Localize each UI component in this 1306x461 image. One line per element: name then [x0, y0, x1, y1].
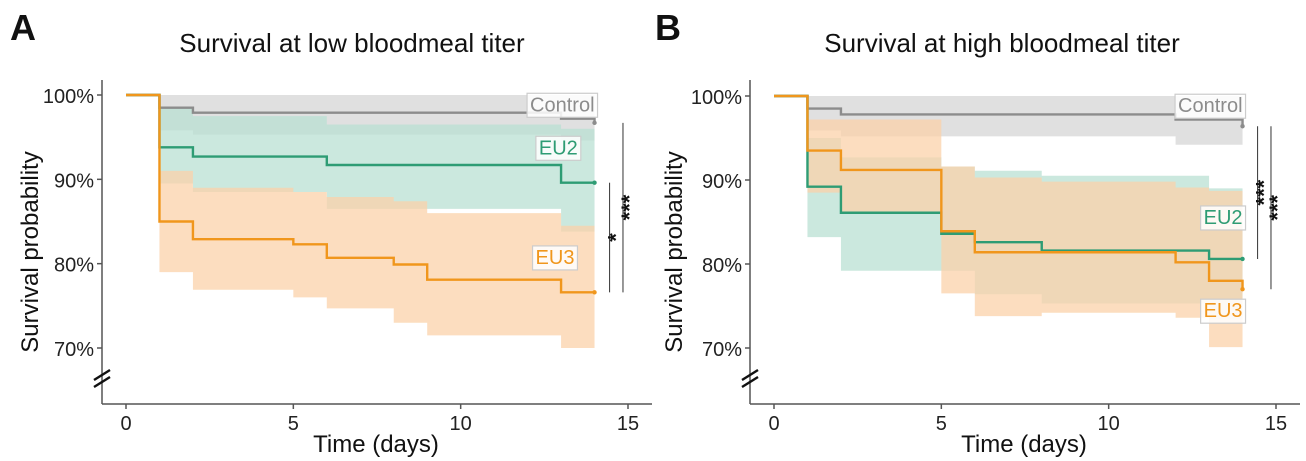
survival-curve-eu3-a — [126, 93, 595, 294]
y-tick-label-70-b: 70% — [702, 339, 742, 361]
survival-curve-eu3-b — [774, 94, 1244, 290]
panel-b: B Survival at high bloodmeal titer Survi… — [655, 7, 1300, 458]
end-marker-control-a — [592, 120, 597, 126]
chart-title-a: Survival at low bloodmeal titer — [179, 28, 525, 58]
ci-band-eu3-a — [126, 95, 595, 348]
y-tick-label-100-b: 100% — [691, 87, 742, 109]
end-marker-eu2-b — [1240, 256, 1245, 262]
series-label-eu3-b: EU3 — [1204, 300, 1243, 322]
series-label-eu3-a: EU3 — [536, 247, 575, 269]
end-marker-eu2-a — [592, 180, 597, 185]
x-tick-label-15-b: 15 — [1265, 413, 1287, 435]
series-label-control-b: Control — [1178, 95, 1242, 117]
y-tick-label-70-a: 70% — [54, 339, 94, 361]
series-label-eu2-a: EU2 — [539, 137, 578, 159]
series-label-box-control-a — [526, 92, 599, 118]
x-tick-label-10-b: 10 — [1098, 413, 1120, 435]
significance-label-2-a: *** — [617, 194, 642, 220]
survival-curve-eu2-b — [774, 94, 1243, 261]
axis-break-mark-2-a — [93, 375, 111, 389]
series-label-eu2-b: EU2 — [1204, 207, 1243, 229]
x-tick-label-5-a: 5 — [288, 413, 299, 435]
significance-label-2-b: *** — [1265, 194, 1290, 220]
panel-a: A Survival at low bloodmeal titer Surviv… — [10, 7, 652, 458]
y-tick-label-90-a: 90% — [54, 170, 94, 192]
x-axis-label-b: Time (days) — [961, 431, 1087, 458]
ci-band-eu3-b — [774, 96, 1243, 348]
series-label-box-control-b — [1174, 93, 1247, 119]
series-label-box-eu2-b — [1200, 205, 1247, 231]
series-label-control-a: Control — [530, 94, 594, 116]
x-axis-label-a: Time (days) — [313, 431, 439, 458]
significance-label-1-b: *** — [1252, 179, 1277, 205]
series-label-box-eu3-b — [1200, 298, 1247, 324]
y-axis-label-b: Survival probability — [661, 151, 688, 352]
y-tick-label-100-a: 100% — [43, 86, 94, 108]
y-tick-label-80-b: 80% — [702, 255, 742, 277]
y-tick-label-90-b: 90% — [702, 171, 742, 193]
x-tick-label-0-b: 0 — [768, 413, 779, 435]
end-marker-eu3-a — [592, 290, 597, 295]
end-marker-eu3-b — [1240, 287, 1245, 292]
axis-break-mark-1-b — [741, 368, 759, 382]
ci-band-eu2-a — [126, 95, 595, 232]
panel-label-a: A — [10, 7, 36, 48]
y-tick-label-80-a: 80% — [54, 255, 94, 277]
axis-break-mark-1-a — [93, 368, 111, 382]
x-tick-label-5-b: 5 — [936, 413, 947, 435]
series-label-box-eu3-a — [531, 245, 579, 271]
significance-label-1-a: * — [604, 233, 629, 242]
panel-label-b: B — [655, 7, 681, 48]
chart-title-b: Survival at high bloodmeal titer — [824, 28, 1180, 58]
x-tick-label-15-a: 15 — [617, 413, 639, 435]
end-marker-control-b — [1240, 124, 1245, 129]
y-axis-label-a: Survival probability — [17, 151, 44, 352]
x-tick-label-10-a: 10 — [450, 413, 472, 435]
series-label-box-eu2-a — [535, 135, 582, 161]
plot-area-b: Control EU2 EU3 ****** 70% 80% 90% 100% 0 5 10 15 — [691, 80, 1300, 435]
axis-break-mark-2-b — [741, 375, 759, 389]
x-tick-label-0-a: 0 — [120, 413, 131, 435]
